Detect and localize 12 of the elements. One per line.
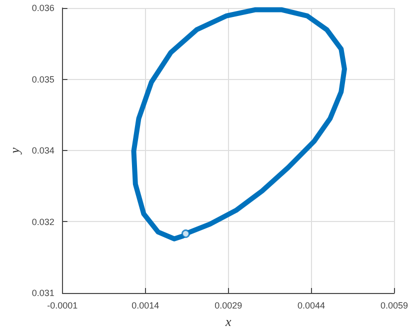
x-tick-label: 0.0029 <box>214 300 242 310</box>
y-tick-label: 0.035 <box>32 74 54 84</box>
y-tick-label: 0.034 <box>32 146 54 156</box>
y-axis-title: y <box>7 147 22 156</box>
x-tick-label: -0.0001 <box>47 300 78 310</box>
y-tick-label: 0.031 <box>32 288 54 298</box>
y-tick-label: 0.036 <box>32 3 54 13</box>
y-tick-label: 0.032 <box>32 216 54 227</box>
x-tick-label: 0.0044 <box>298 300 326 310</box>
x-tick-label: 0.0059 <box>380 300 408 310</box>
x-axis-title: x <box>224 314 232 329</box>
x-tick-label: 0.0014 <box>132 300 160 310</box>
